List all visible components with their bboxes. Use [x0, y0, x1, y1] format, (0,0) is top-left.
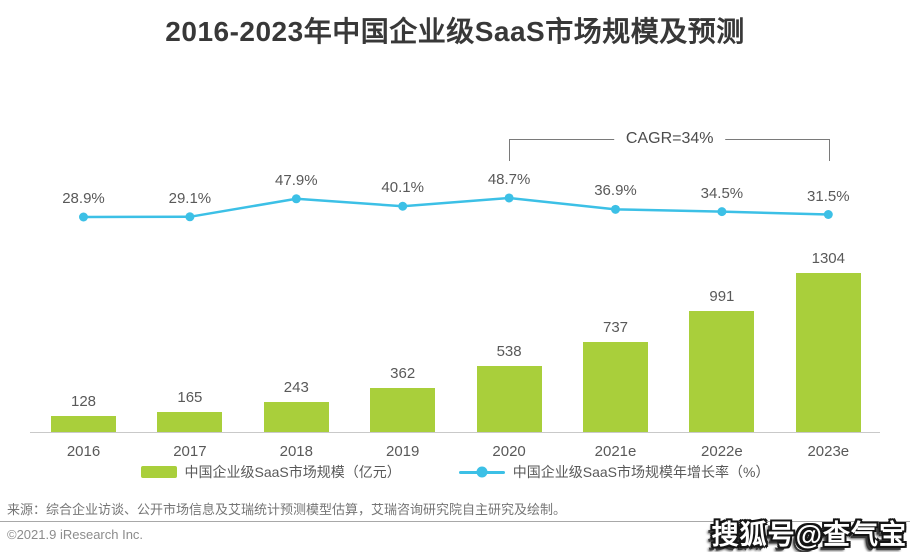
x-tick-label: 2020 — [492, 443, 526, 460]
growth-rate-label: 40.1% — [381, 179, 424, 197]
legend-item-growth-rate: 中国企业级SaaS市场规模年增长率（%） — [458, 462, 770, 482]
cagr-bracket: CAGR=34% — [509, 130, 831, 161]
cagr-label: CAGR=34% — [613, 130, 726, 148]
bar-value-label: 1304 — [811, 249, 845, 267]
x-tick-label: 2018 — [279, 443, 313, 460]
x-tick-label: 2017 — [173, 443, 207, 460]
x-tick-label: 2022e — [701, 443, 743, 460]
growth-rate-label: 48.7% — [487, 170, 531, 188]
footer-divider — [0, 521, 910, 522]
x-tick-label: 2021e — [594, 443, 637, 460]
growth-rate-label: 28.9% — [62, 190, 105, 207]
growth-line-point-2019 — [398, 201, 408, 211]
bar-2023e — [795, 272, 861, 432]
x-axis-line — [30, 432, 880, 433]
growth-line-point-2022e — [717, 207, 727, 217]
copyright: ©2021.9 iResearch Inc. — [7, 527, 144, 542]
x-tick-label: 2016 — [66, 443, 101, 460]
bar-2016 — [51, 416, 116, 432]
legend-label-market-size: 中国企业级SaaS市场规模（亿元） — [184, 464, 401, 480]
growth-line-point-2016 — [79, 212, 88, 222]
bar-2017 — [157, 411, 223, 432]
growth-rate-label: 47.9% — [275, 171, 318, 189]
bar-2018 — [263, 402, 329, 432]
bar-value-label: 737 — [602, 319, 629, 337]
growth-line-point-2018 — [291, 194, 301, 204]
line-series-dot-icon — [476, 466, 488, 478]
bar-2022e — [689, 311, 755, 432]
growth-rate-label: 36.9% — [594, 182, 637, 200]
growth-line-point-2021e — [611, 204, 620, 214]
legend-label-growth-rate: 中国企业级SaaS市场规模年增长率（%） — [512, 464, 770, 480]
line-series-marker-icon — [458, 466, 505, 478]
bar-value-label: 362 — [390, 364, 416, 382]
source-note: 来源：综合企业访谈、公开市场信息及艾瑞统计预测模型估算，艾瑞咨询研究院自主研究及… — [7, 502, 567, 517]
legend-item-market-size: 中国企业级SaaS市场规模（亿元） — [140, 462, 401, 482]
growth-rate-label: 31.5% — [807, 187, 850, 205]
bar-value-label: 128 — [70, 393, 97, 411]
legend: 中国企业级SaaS市场规模（亿元） 中国企业级SaaS市场规模年增长率（%） — [0, 462, 910, 482]
watermark: 搜狐号@查气宝 — [711, 520, 907, 550]
bar-2019 — [370, 387, 436, 432]
bar-2020 — [476, 366, 542, 432]
growth-rate-label: 29.1% — [168, 189, 212, 207]
growth-rate-label: 34.5% — [700, 184, 744, 202]
bar-series-swatch-icon — [140, 466, 177, 478]
x-tick-label: 2019 — [386, 443, 420, 460]
bar-2021e — [583, 342, 648, 432]
bar-value-label: 991 — [709, 288, 735, 306]
growth-line-point-2023e — [823, 210, 833, 220]
growth-line-point-2020 — [504, 193, 514, 203]
bar-value-label: 538 — [496, 343, 522, 361]
growth-line-point-2017 — [185, 212, 195, 222]
bar-value-label: 165 — [177, 388, 203, 406]
bar-value-label: 243 — [283, 379, 309, 397]
x-tick-label: 2023e — [807, 443, 850, 460]
chart-title: 2016-2023年中国企业级SaaS市场规模及预测 — [165, 16, 745, 47]
